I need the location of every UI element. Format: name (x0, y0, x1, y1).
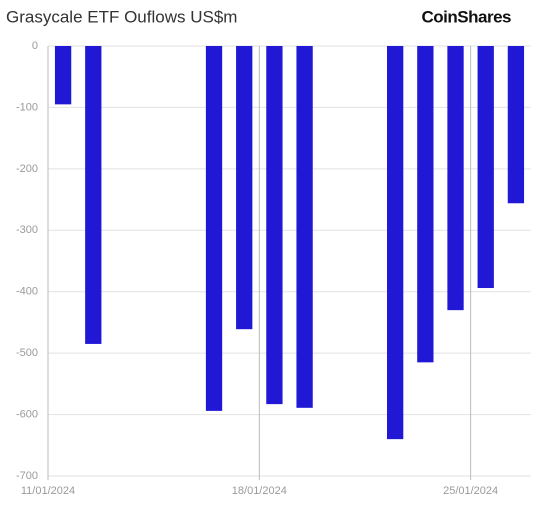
bar (387, 46, 404, 440)
x-tick-label: 11/01/2024 (21, 485, 75, 497)
bar (205, 46, 223, 411)
y-tick-label: -100 (16, 101, 38, 113)
bar (477, 46, 494, 289)
y-tick-label: -200 (16, 163, 38, 175)
chart-title: Grasycale ETF Ouflows US$m (6, 7, 237, 26)
logo: CoinShares (422, 7, 512, 26)
y-tick-label: 0 (32, 40, 38, 52)
bar (85, 46, 102, 344)
bar (266, 46, 283, 405)
bar (417, 46, 434, 363)
bar (54, 46, 72, 105)
bar (447, 46, 464, 311)
y-tick-label: -400 (16, 286, 38, 298)
x-tick-label: 25/01/2024 (443, 485, 498, 497)
bar (296, 46, 313, 408)
bar (236, 46, 253, 330)
y-tick-label: -700 (16, 470, 38, 482)
bar (507, 46, 525, 204)
y-tick-label: -500 (16, 347, 38, 359)
y-tick-label: -600 (16, 408, 38, 420)
x-tick-label: 18/01/2024 (232, 485, 287, 497)
y-tick-label: -300 (16, 224, 38, 236)
